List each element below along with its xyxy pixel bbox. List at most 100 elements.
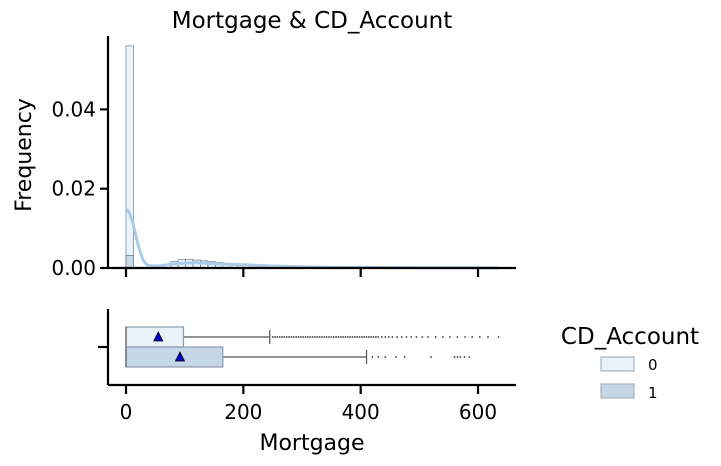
hist-ytick-label-1: 0.02 [51,177,96,201]
boxplot-panel: 0 200 400 600 [98,309,516,424]
outlier-0-22 [323,336,326,338]
outlier-1-9 [463,356,466,358]
outlier-0-36 [356,336,359,338]
outlier-0-15 [306,336,309,338]
hist-bar-0-0 [125,45,134,269]
outlier-0-37 [358,336,361,338]
outlier-0-55 [421,336,424,338]
outlier-1-8 [459,356,462,358]
outlier-0-4 [281,336,283,338]
outlier-0-43 [372,336,375,338]
outlier-1-0 [371,356,374,358]
outlier-0-0 [271,336,274,338]
outlier-0-12 [299,336,302,338]
outlier-0-49 [391,336,394,338]
legend-label-0: 0 [648,356,658,374]
outlier-0-62 [471,336,474,338]
outlier-0-6 [285,336,288,338]
outlier-0-61 [464,336,466,338]
outlier-0-34 [351,336,354,338]
outlier-0-5 [283,336,286,338]
box-xtick-label-2: 400 [342,400,380,424]
outlier-0-11 [297,336,300,338]
outlier-0-42 [370,336,373,338]
outlier-1-1 [377,356,380,358]
box-xtick-label-0: 0 [120,400,133,424]
hist-ytick-label-2: 0.04 [51,97,96,121]
outlier-0-63 [478,336,481,338]
outlier-0-24 [328,336,330,338]
outlier-0-33 [349,336,352,338]
outlier-0-30 [342,336,344,338]
outlier-0-17 [311,336,314,338]
outlier-0-2 [276,336,279,338]
y-axis-label: Frequency [12,98,37,212]
outlier-0-32 [346,336,349,338]
outlier-0-54 [415,336,418,338]
outlier-0-64 [487,336,489,338]
outlier-0-31 [344,336,347,338]
outlier-0-13 [302,336,305,338]
outlier-0-59 [448,336,451,338]
box-1 [125,346,224,368]
outlier-1-5 [430,356,432,358]
outlier-1-3 [394,356,397,358]
outlier-0-19 [316,336,319,338]
outlier-0-56 [427,336,430,338]
box-xtick-label-3: 600 [459,400,497,424]
outlier-0-44 [375,336,377,338]
outlier-0-26 [332,336,335,338]
outlier-0-58 [441,336,444,338]
outlier-0-53 [410,336,413,338]
outlier-0-52 [405,336,408,338]
outlier-0-28 [337,336,340,338]
outlier-0-48 [387,336,390,338]
outlier-0-40 [365,336,368,338]
box-0 [125,326,185,348]
outlier-0-46 [380,336,383,338]
outlier-0-27 [335,336,337,338]
box-xtick-label-1: 200 [224,400,262,424]
legend-swatch-0 [600,356,635,372]
outlier-0-1 [274,336,276,338]
outlier-0-60 [456,336,459,338]
outlier-1-6 [453,356,456,358]
hist-bar-1-0 [125,255,134,269]
x-axis-label: Mortgage [259,431,364,456]
outlier-0-45 [377,336,380,338]
outlier-1-10 [468,356,471,358]
histogram-panel: 0.00 0.02 0.04 [51,36,516,280]
outlier-0-47 [384,336,387,338]
outlier-0-65 [497,336,500,338]
outlier-0-3 [278,336,281,338]
legend-label-1: 1 [648,384,658,402]
outlier-0-35 [353,336,356,338]
legend: CD_Account 0 1 [561,324,699,402]
outlier-0-50 [396,336,398,338]
outlier-0-16 [309,336,312,338]
chart-title: Mortgage & CD_Account [172,8,453,34]
outlier-1-2 [384,356,387,358]
outlier-1-4 [403,356,406,358]
outlier-0-14 [304,336,307,338]
outlier-0-39 [363,336,366,338]
outlier-0-8 [290,336,293,338]
mean-marker-0 [153,331,164,342]
outlier-0-20 [318,336,321,338]
outlier-0-9 [292,336,295,338]
outlier-0-21 [321,336,323,338]
outlier-0-38 [360,336,363,338]
legend-title: CD_Account [561,324,699,350]
legend-swatch-1 [600,383,635,399]
outlier-0-10 [295,336,298,338]
outlier-0-18 [314,336,316,338]
outlier-0-41 [367,336,370,338]
outlier-0-7 [288,336,290,338]
outlier-0-57 [434,336,437,338]
outlier-1-7 [456,356,459,358]
outlier-0-25 [330,336,333,338]
hist-ytick-label-0: 0.00 [51,256,96,280]
outlier-0-29 [339,336,342,338]
mean-marker-1 [174,351,186,362]
